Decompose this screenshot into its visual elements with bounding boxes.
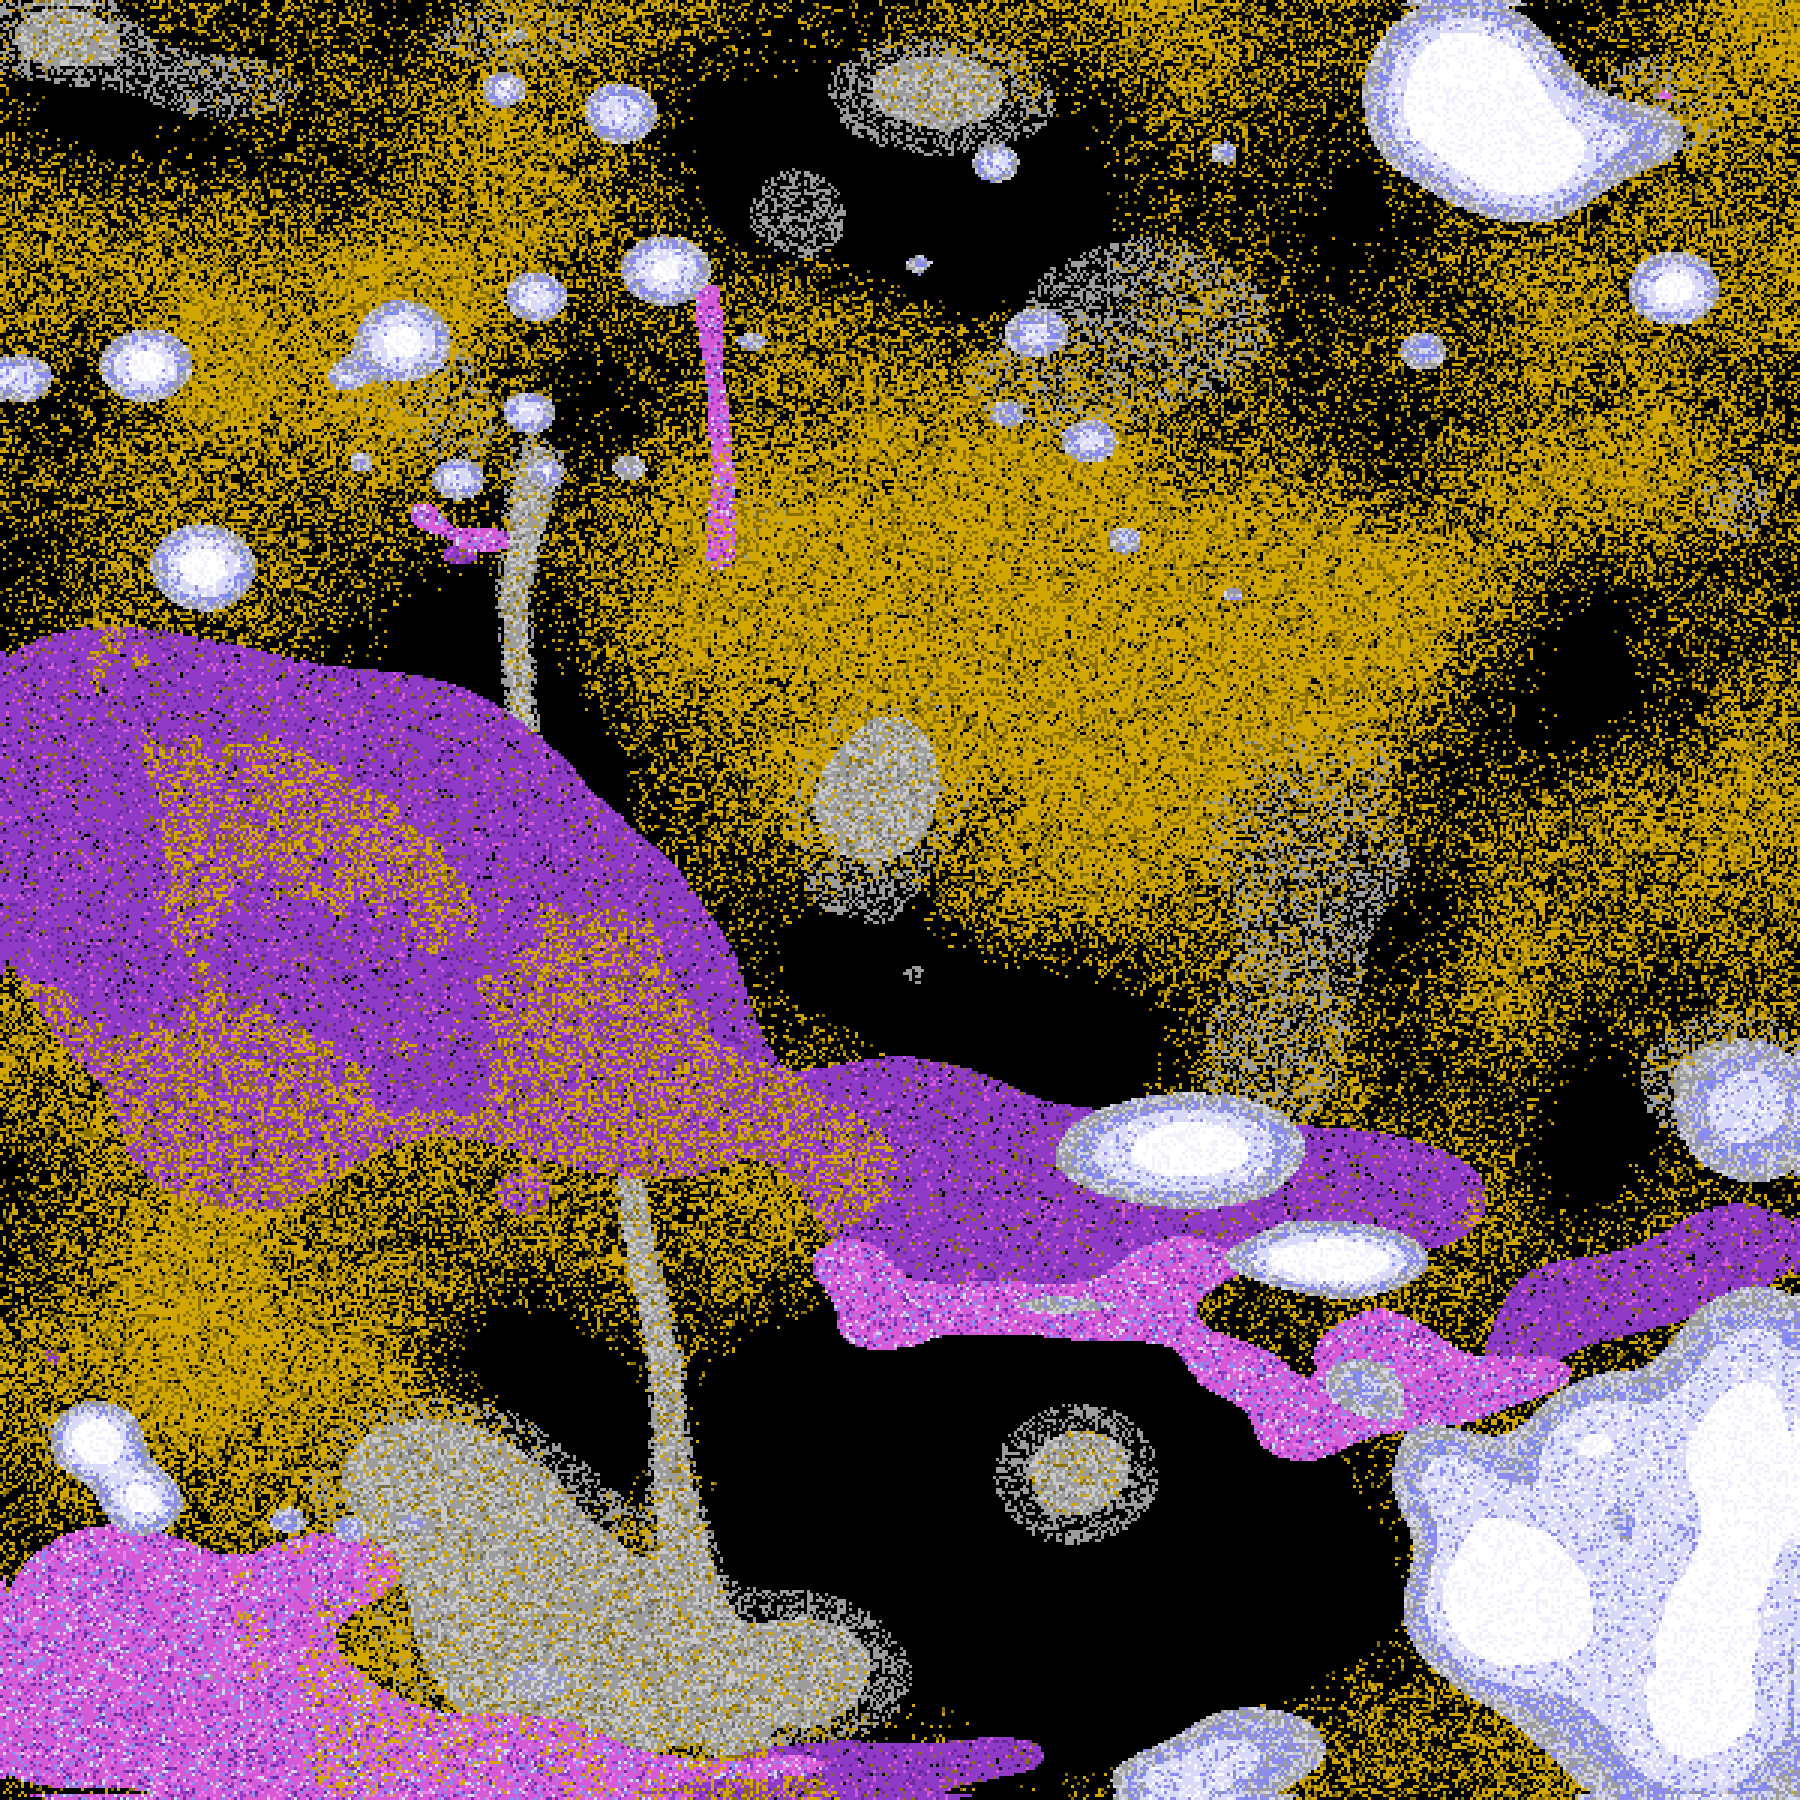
satellite-image-canvas xyxy=(0,0,1800,1800)
satellite-image xyxy=(0,0,1800,1800)
